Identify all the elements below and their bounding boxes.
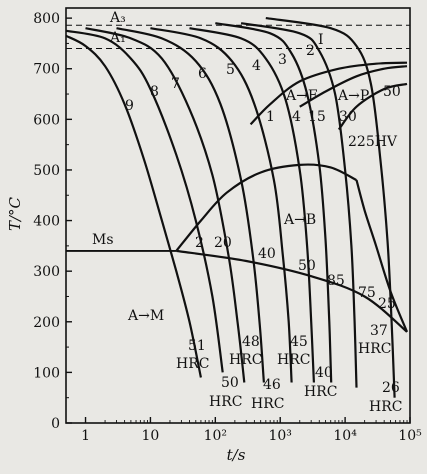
annotation-22: HRC (176, 356, 209, 372)
cooling-curve-8 (65, 29, 224, 373)
cooling-curve-3 (215, 22, 333, 383)
annotation-15: 20 (214, 235, 232, 251)
annotation-8: 1 (266, 109, 275, 125)
x-tick-label-5: 10⁵ (398, 428, 422, 444)
annotation-28: HRC (251, 396, 284, 412)
cooling-curve-4 (189, 27, 315, 383)
annotation-18: 85 (327, 273, 345, 289)
annotation-12: 50 (383, 84, 401, 100)
annotation-25: 48 (242, 334, 260, 350)
cooling-curve-6 (116, 27, 265, 383)
annotation-4: A→P (337, 88, 369, 104)
cooling-curve-2 (240, 22, 358, 388)
annotation-31: 40 (315, 365, 333, 381)
curves-layer (65, 17, 410, 398)
annotation-11: 30 (339, 109, 357, 125)
cooling-curve-5 (150, 27, 293, 383)
cooling-curve-label-6: 6 (198, 66, 207, 82)
annotation-33: 37 (370, 323, 388, 339)
y-tick-label-5: 500 (33, 163, 60, 179)
annotation-20: 25 (378, 296, 396, 312)
labels-layer: A₃ A₁ Ms A→F A→P A→B A→M I 1 4 15 30 50 225HV 2 20 40 50 8… (92, 10, 402, 415)
annotation-19: 75 (358, 285, 376, 301)
annotation-14: 2 (195, 235, 204, 251)
annotation-35: 26 (382, 380, 400, 396)
phase-line-martensite-end-line (176, 249, 408, 333)
annotation-0: A₃ (109, 10, 126, 26)
annotation-36: HRC (369, 399, 402, 415)
annotation-29: 45 (290, 334, 308, 350)
annotation-32: HRC (304, 384, 337, 400)
x-tick-label-2: 10² (204, 428, 227, 444)
plot-frame (65, 7, 411, 424)
cooling-curve-label-7: 7 (171, 76, 180, 92)
annotation-21: 51 (188, 338, 206, 354)
x-tick-label-4: 10⁴ (333, 428, 357, 444)
cooling-curve-label-3: 3 (278, 52, 287, 68)
y-axis-title: T/°C (6, 196, 24, 231)
annotation-23: 50 (221, 375, 239, 391)
ticks-layer: 0 100 200 300 400 500 600 700 800 1 10 10² 10³ 10⁴ 10⁵ (33, 11, 422, 444)
cooling-curve-7 (85, 27, 246, 383)
cooling-curve-label-9: 9 (125, 98, 134, 114)
annotation-7: I (318, 32, 324, 48)
annotation-16: 40 (258, 246, 276, 262)
annotation-9: 4 (292, 109, 301, 125)
annotation-17: 50 (298, 258, 316, 274)
phase-line-pearlite-finish (337, 82, 408, 131)
annotation-6: A→M (127, 308, 164, 324)
y-tick-label-7: 700 (33, 62, 60, 78)
annotation-1: A₁ (109, 30, 126, 46)
phase-line-bainite-start (175, 163, 358, 252)
annotation-13: 225HV (348, 134, 398, 150)
y-tick-label-1: 100 (33, 365, 60, 381)
annotation-5: A→B (283, 212, 316, 228)
y-tick-label-3: 300 (33, 264, 60, 280)
annotation-3: A→F (285, 88, 318, 104)
cooling-curve-label-8: 8 (150, 84, 159, 100)
phase-line-pearlite-start (299, 65, 408, 108)
x-tick-label-0: 1 (81, 428, 90, 444)
annotation-10: 15 (308, 109, 326, 125)
y-tick-label-6: 600 (33, 112, 60, 128)
annotation-34: HRC (358, 341, 391, 357)
cooling-curve-label-5: 5 (226, 62, 235, 78)
x-tick-label-1: 10 (142, 428, 160, 444)
y-tick-label-0: 0 (51, 416, 60, 432)
cooling-curve-label-4: 4 (252, 58, 261, 74)
annotation-27: 46 (263, 377, 281, 393)
y-tick-label-2: 200 (33, 315, 60, 331)
annotation-26: HRC (229, 352, 262, 368)
annotation-2: Ms (92, 232, 114, 248)
cooling-curve-9 (65, 34, 202, 378)
annotation-24: HRC (209, 394, 242, 410)
annotation-30: HRC (277, 352, 310, 368)
y-tick-label-4: 400 (33, 214, 60, 230)
cooling-curve-1 (265, 17, 396, 398)
y-tick-label-8: 800 (33, 11, 60, 27)
phase-line-ferrite-start (249, 61, 408, 126)
x-tick-label-3: 10³ (268, 428, 291, 444)
cooling-curve-label-2: 2 (306, 43, 315, 59)
phase-line-bainite-finish (355, 179, 409, 333)
x-axis-title: t/s (227, 446, 246, 464)
